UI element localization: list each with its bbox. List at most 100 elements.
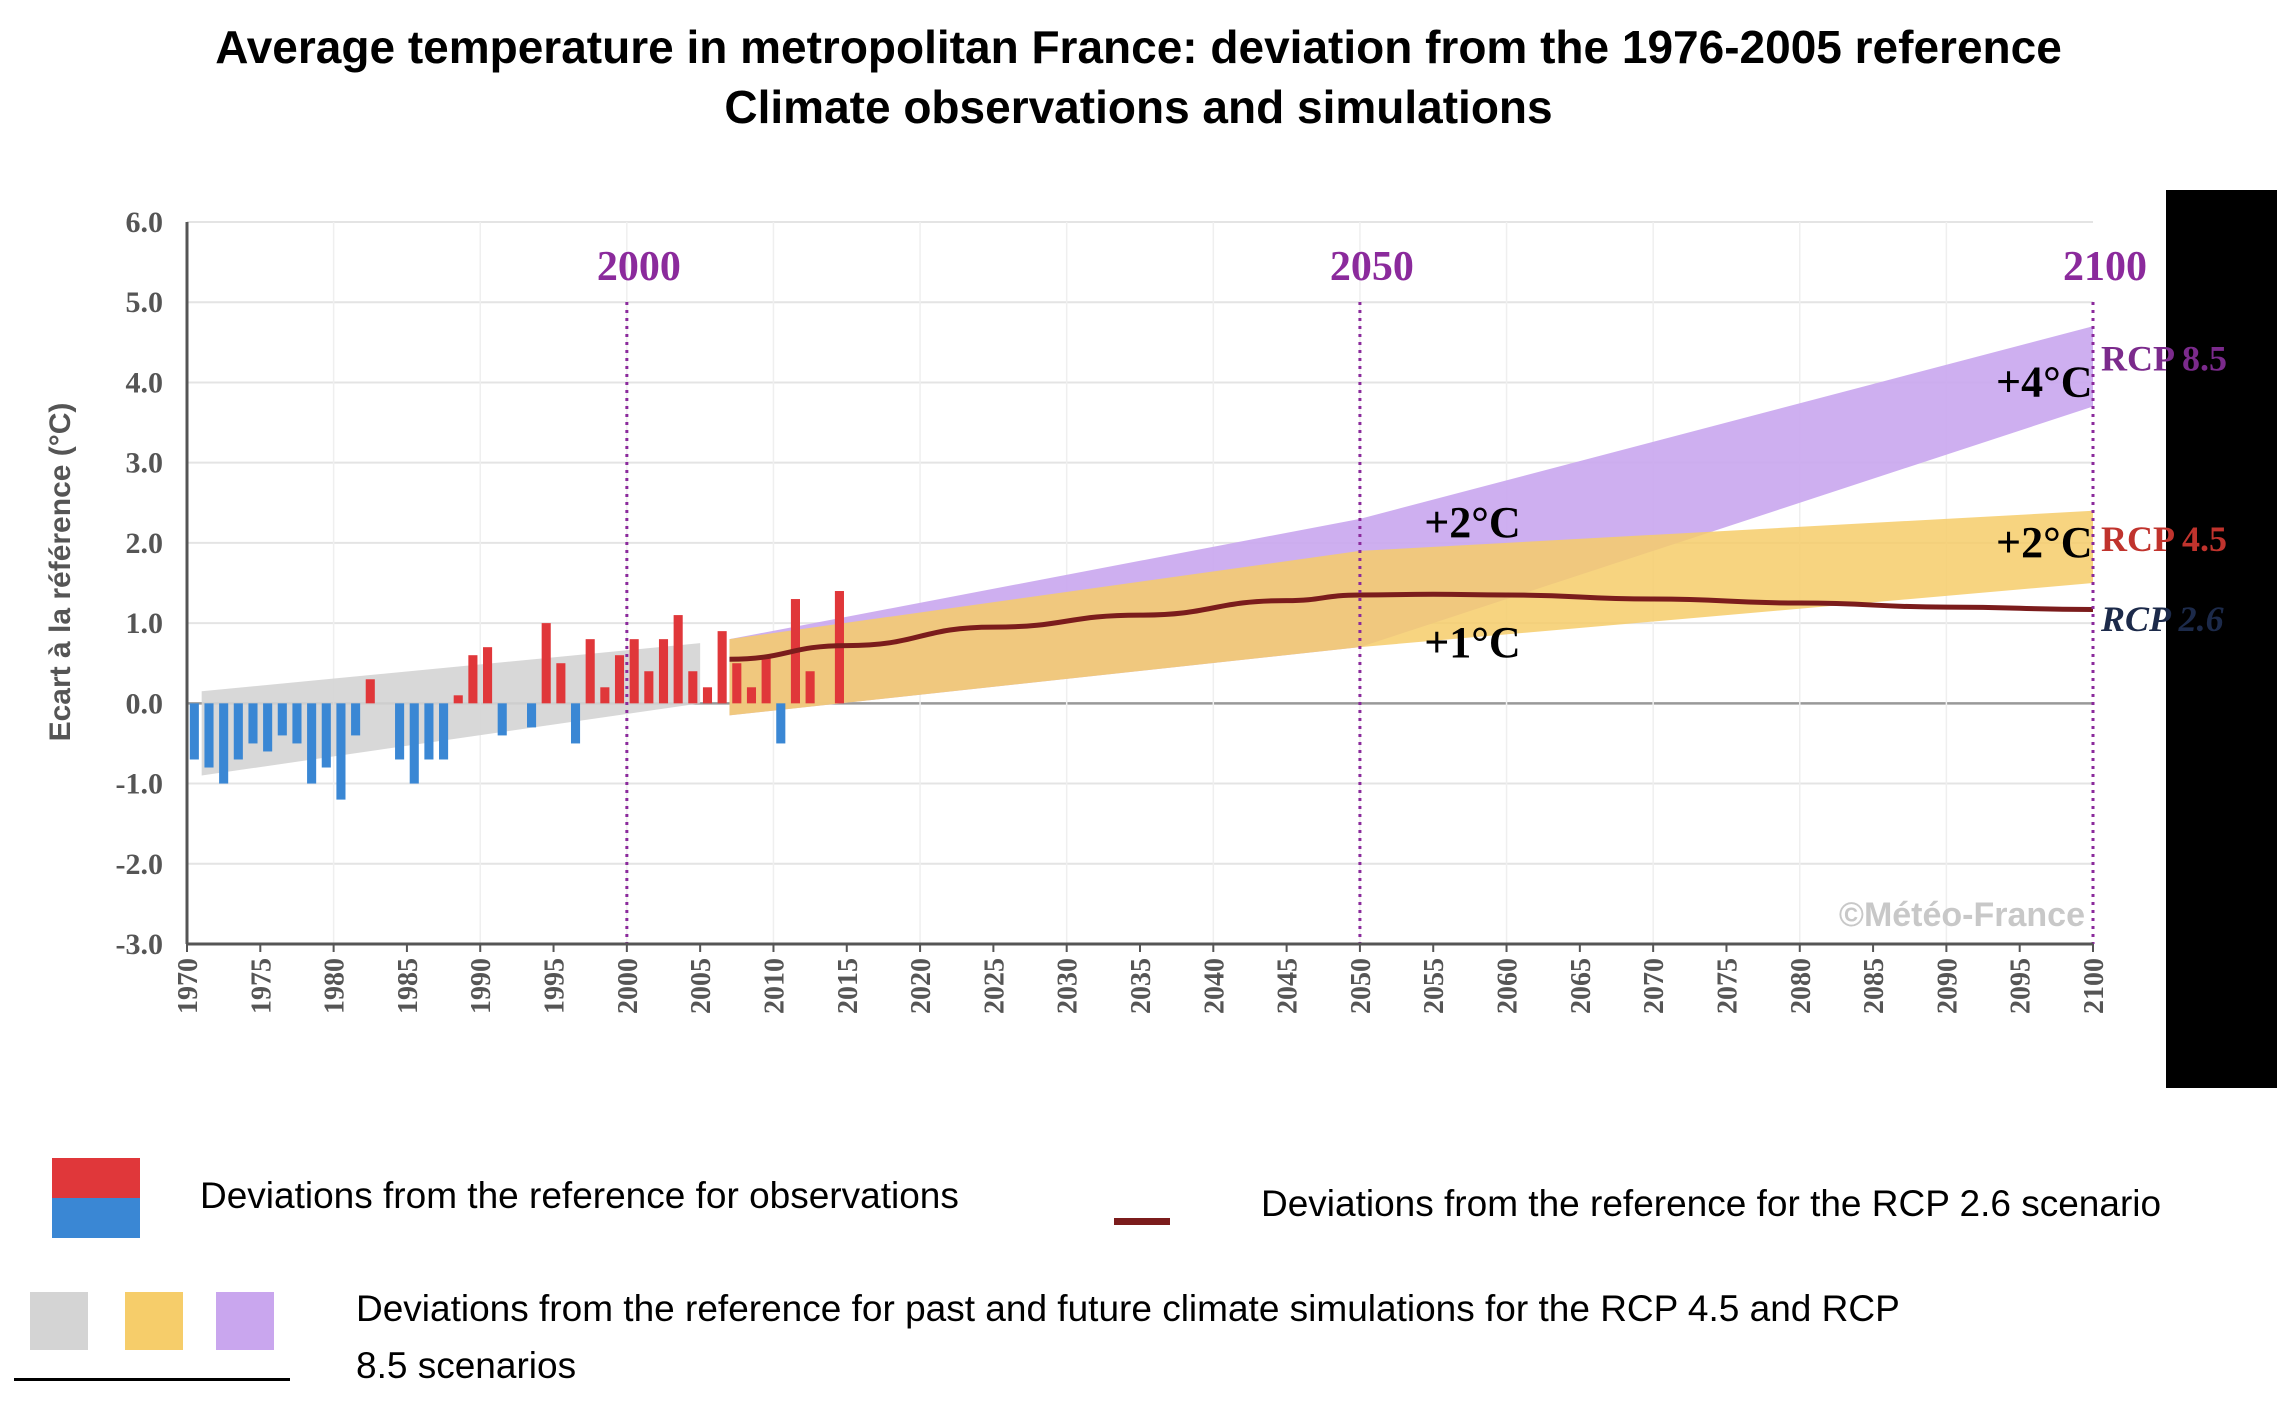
obs-bar [541, 623, 551, 704]
x-tick-label: 2095 [2006, 958, 2037, 1014]
label-layer: 6.0 5.0 4.0 3.0 2.0 1.0 0.0 -1.0 -2.0 -3.0 1970 197… [116, 206, 2228, 1014]
x-tick-label: 1985 [393, 958, 424, 1014]
y-tick-label: 6.0 [126, 206, 164, 239]
obs-bar [424, 703, 434, 760]
x-tick-label: 2060 [1493, 958, 1524, 1014]
legend-simulations-line1: Deviations from the reference for past a… [356, 1288, 1900, 1329]
x-tick-label: 2010 [759, 958, 790, 1014]
x-tick-label: 2020 [906, 958, 937, 1014]
temperature-chart: 6.0 5.0 4.0 3.0 2.0 1.0 0.0 -1.0 -2.0 -3.0 1970 197… [44, 206, 2228, 1014]
obs-bar [233, 703, 243, 760]
obs-bar [688, 671, 698, 704]
obs-bar [365, 679, 375, 704]
obs-bar [585, 639, 595, 704]
watermark: ©Météo-France [1839, 896, 2085, 934]
axis-layer [185, 222, 2094, 952]
legend-underline [14, 1378, 290, 1381]
marker-label-2000: 2000 [597, 244, 681, 290]
legend-rcp26: Deviations from the reference for the RC… [1261, 1183, 2162, 1224]
obs-bar [351, 703, 361, 736]
x-tick-label: 2025 [979, 958, 1010, 1014]
obs-bar [600, 687, 610, 704]
legend-observations: Deviations from the reference for observ… [200, 1175, 959, 1216]
obs-bar [292, 703, 302, 744]
x-tick-label: 1970 [173, 958, 204, 1014]
obs-bar [321, 703, 331, 768]
x-tick-label: 2070 [1639, 958, 1670, 1014]
series-label: RCP 2.6 [2100, 599, 2224, 639]
x-tick-label: 2065 [1566, 958, 1597, 1014]
x-tick-label: 2055 [1419, 958, 1450, 1014]
obs-positive-swatch [52, 1158, 140, 1198]
obs-bar [336, 703, 346, 800]
obs-bar [468, 655, 478, 704]
grey-band-swatch [30, 1292, 88, 1350]
x-tick-label: 2090 [1932, 958, 1963, 1014]
black-bar [2166, 190, 2277, 1088]
x-tick-label: 2005 [686, 958, 717, 1014]
obs-bar [614, 655, 625, 704]
x-tick-label: 2015 [833, 958, 864, 1014]
x-tick-label: 2045 [1273, 958, 1304, 1014]
y-axis-label: Ecart à la référence (°C) [44, 403, 77, 742]
rcp26-line [729, 591, 2094, 662]
obs-bar [483, 647, 493, 704]
band-layer [201, 326, 2093, 776]
x-tick-label: 1995 [540, 958, 571, 1014]
chart-title: Average temperature in metropolitan Fran… [215, 21, 2062, 73]
y-tick-label: -1.0 [116, 768, 164, 801]
y-tick-label: 1.0 [126, 607, 164, 640]
obs-bar [746, 687, 757, 704]
y-tick-label: 3.0 [126, 447, 164, 480]
obs-bar [644, 671, 654, 704]
annotation-label: +2°C [1996, 518, 2092, 567]
x-tick-label: 2030 [1053, 958, 1084, 1014]
obs-bar [409, 703, 419, 784]
obs-bar [761, 655, 771, 704]
x-tick-label: 2100 [2079, 958, 2110, 1014]
y-tick-label: 5.0 [126, 286, 164, 319]
obs-bar [307, 703, 317, 784]
obs-bar [658, 639, 669, 704]
series-label: RCP 4.5 [2101, 519, 2227, 559]
y-tick-label: -3.0 [116, 928, 164, 961]
annotation-label: +4°C [1996, 357, 2092, 406]
obs-bar [776, 703, 786, 744]
marker-label-2050: 2050 [1330, 244, 1414, 290]
obs-bar [629, 639, 639, 704]
y-tick-label: 2.0 [126, 527, 164, 560]
x-tick-label: 2040 [1199, 958, 1230, 1014]
obs-bar [204, 703, 214, 768]
x-tick-label: 2050 [1346, 958, 1377, 1014]
annotation-label: +2°C [1424, 498, 1520, 547]
purple-band-swatch [216, 1292, 274, 1350]
obs-bar [570, 703, 581, 744]
obs-bar [717, 631, 727, 704]
x-tick-label: 1980 [320, 958, 351, 1014]
obs-bar [189, 703, 199, 760]
band-rcp-4-5 [729, 510, 2093, 716]
obs-bar [527, 703, 537, 728]
x-tick-label: 2080 [1786, 958, 1817, 1014]
y-tick-label: 4.0 [126, 366, 164, 399]
obs-bar [453, 695, 463, 704]
obs-bar [395, 703, 405, 760]
obs-bar [497, 703, 507, 736]
line-layer [625, 302, 2095, 944]
obs-bar [219, 703, 229, 784]
obs-negative-swatch [52, 1198, 140, 1238]
marker-label-2100: 2100 [2063, 244, 2147, 290]
obs-bar [732, 663, 742, 704]
obs-bar [248, 703, 258, 744]
series-label: RCP 8.5 [2101, 338, 2227, 378]
rcp26-line-swatch [1114, 1218, 1170, 1225]
annotation-label: +1°C [1424, 618, 1520, 667]
obs-bar [805, 671, 815, 704]
obs-bar [263, 703, 273, 752]
obs-bar [277, 703, 287, 736]
chart-subtitle: Climate observations and simulations [724, 81, 1553, 133]
yellow-band-swatch [125, 1292, 183, 1350]
obs-bar [673, 615, 683, 704]
obs-bar [702, 687, 713, 704]
x-tick-label: 2075 [1712, 958, 1743, 1014]
